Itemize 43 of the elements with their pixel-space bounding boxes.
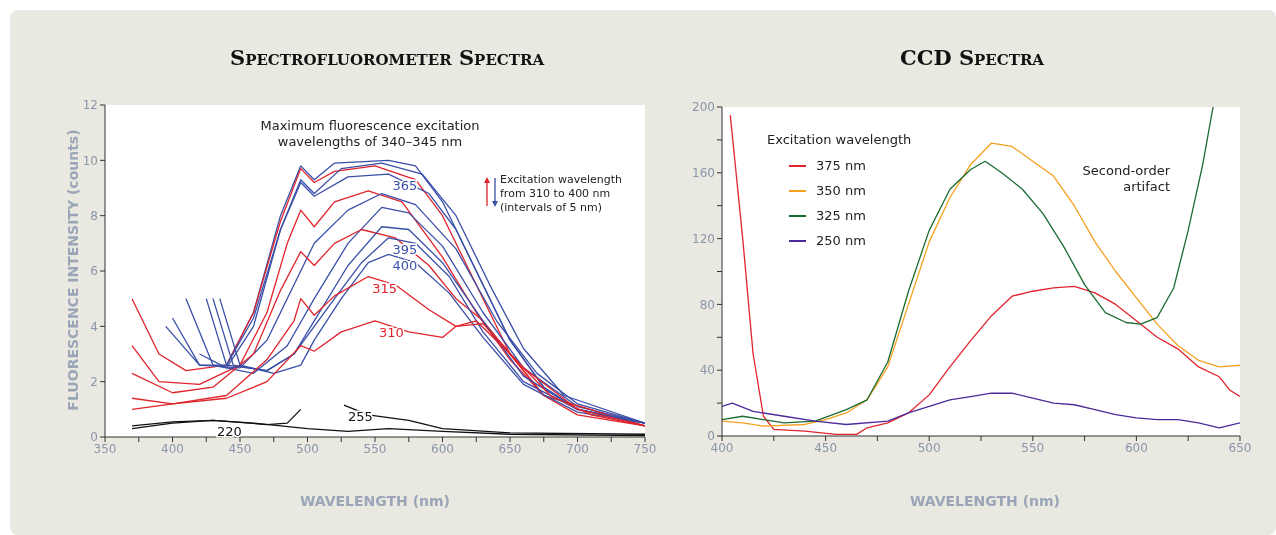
x-tick-label: 400 (161, 441, 184, 456)
y-tick-label: 40 (699, 363, 715, 378)
x-axis-title: WAVELENGTH (nm) (298, 493, 451, 509)
x-tick-label: 650 (1228, 440, 1252, 455)
x-tick-label: 450 (228, 441, 252, 456)
series-label: 400 (392, 258, 418, 274)
series-label: 315 (372, 280, 398, 296)
annotation: Second-order artifact (1081, 163, 1170, 196)
y-tick-label: 200 (692, 100, 715, 115)
y-tick-label: 4 (90, 319, 98, 334)
y-tick-label: 120 (692, 231, 715, 246)
series-label: 365 (392, 178, 418, 194)
x-tick-label: 500 (296, 441, 319, 456)
legend-label: 350 nm (816, 183, 866, 198)
x-tick-label: 550 (1021, 440, 1045, 455)
legend-label: 375 nm (816, 158, 866, 173)
series-label: 255 (347, 409, 373, 425)
legend-title: Excitation wavelength (767, 132, 912, 147)
series-label: 310 (379, 324, 404, 340)
x-tick-label: 600 (431, 441, 454, 456)
y-tick-label: 2 (90, 374, 98, 389)
x-tick-label: 450 (814, 440, 838, 455)
y-tick-label: 10 (82, 153, 98, 168)
y-tick-label: 12 (82, 98, 98, 113)
x-tick-label: 600 (1124, 440, 1148, 455)
y-axis-title: FLUORESCENCE INTENSITY (counts) (65, 129, 81, 411)
chart-title: CCD Spectra (898, 45, 1045, 70)
y-tick-label: 80 (699, 297, 715, 312)
x-tick-label: 750 (633, 441, 657, 456)
annotation: Excitation wavelength from 310 to 400 nm (intervals of 5 nm) (500, 173, 624, 215)
chart-title: Spectrofluorometer Spectra (228, 45, 546, 70)
legend-label: 325 nm (816, 208, 866, 223)
x-axis-title: WAVELENGTH (nm) (908, 493, 1061, 509)
series-label: 220 (217, 424, 242, 440)
y-tick-label: 160 (692, 166, 715, 181)
annotation: Maximum fluorescence excitation wavelengths of 340–345 nm (259, 118, 481, 151)
y-tick-label: 6 (90, 264, 98, 279)
x-tick-label: 500 (917, 440, 941, 455)
y-tick-label: 8 (90, 208, 98, 223)
legend-label: 250 nm (816, 233, 866, 248)
x-tick-label: 550 (363, 441, 387, 456)
x-tick-label: 700 (566, 441, 589, 456)
x-tick-label: 650 (498, 441, 522, 456)
